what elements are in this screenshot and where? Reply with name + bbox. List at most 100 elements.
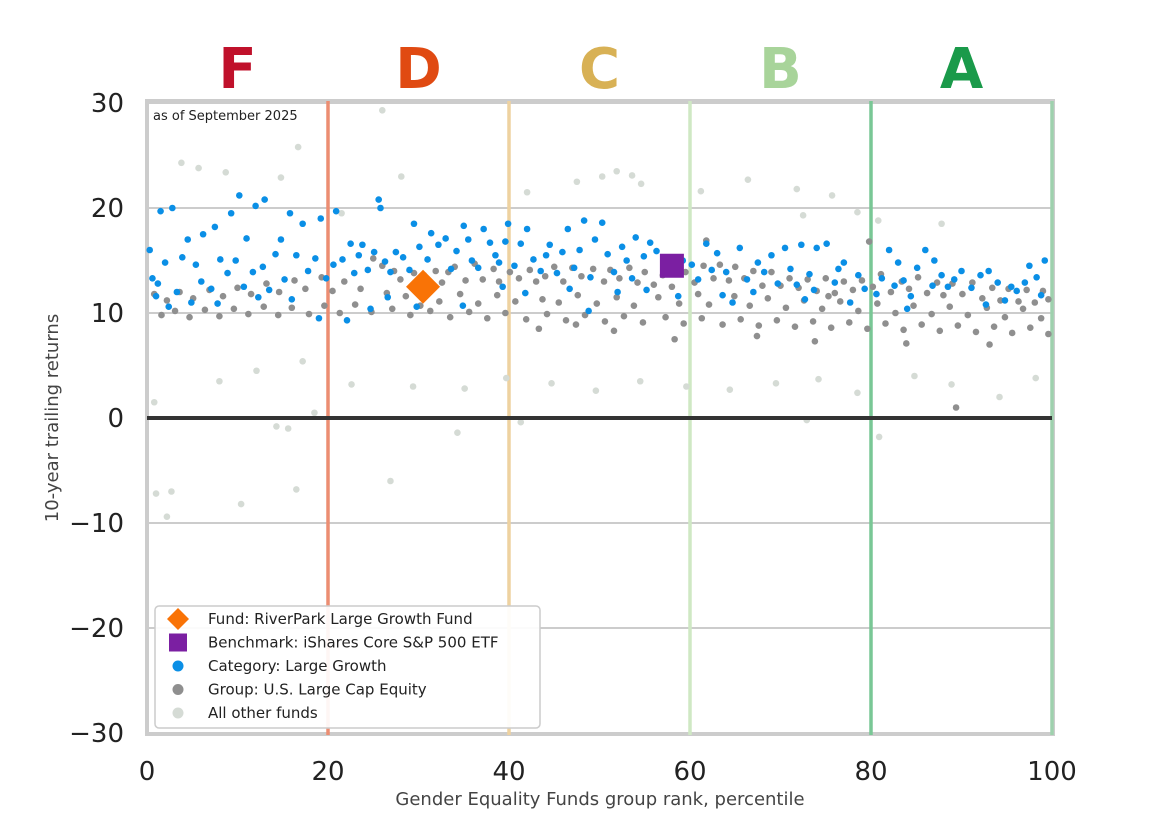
data-point [931,257,938,264]
data-point [186,313,193,321]
data-point [339,256,346,263]
data-point [178,159,185,167]
data-point [683,383,690,390]
data-point [515,275,523,282]
data-point [604,250,611,258]
data-point [406,266,413,274]
data-point [232,257,239,264]
data-point [744,176,752,183]
data-point [831,279,839,286]
data-point [343,317,351,324]
data-point [397,276,404,283]
data-point [772,380,780,387]
data-point [827,324,835,332]
data-point [793,185,801,193]
data-point [535,325,543,333]
data-point [277,174,285,181]
grade-label: D [395,37,441,102]
data-point [972,328,980,336]
data-point [1037,291,1045,299]
data-point [152,292,160,300]
data-point [311,409,318,417]
data-point [923,289,931,297]
legend-marker-benchmark [169,633,187,652]
data-point [675,300,683,307]
data-point [641,268,649,276]
data-point [188,299,195,306]
data-point [875,433,883,441]
data-point [755,322,763,329]
data-point [387,268,394,276]
data-point [791,323,799,330]
data-point [299,220,306,228]
data-point [392,248,400,256]
data-point [152,490,160,497]
data-point [614,288,621,296]
data-point [831,289,839,297]
data-point [968,284,975,292]
data-point [201,306,209,314]
data-point [407,311,414,319]
data-point [616,275,623,282]
data-point [892,309,899,317]
data-point [456,290,464,298]
data-point [260,303,268,311]
data-point [234,284,241,292]
data-point [878,275,886,282]
data-point [964,311,972,319]
data-point [950,276,958,283]
data-point [1008,329,1016,337]
data-point [764,295,772,302]
data-point [222,169,230,176]
data-point [977,271,984,279]
data-point [1013,287,1021,295]
data-point [798,241,805,249]
data-point [424,256,431,263]
data-point [818,305,826,313]
data-point [1001,313,1009,321]
data-point [446,313,454,321]
data-point [938,220,945,228]
data-point [836,298,844,305]
data-point [725,277,733,284]
data-point [688,261,696,269]
data-point [643,286,650,294]
data-point [493,291,501,299]
data-point [1021,279,1029,286]
data-point [585,307,592,315]
data-point [216,312,223,320]
data-point [708,266,716,274]
y-tick-label: 10 [91,299,124,329]
data-point [861,285,868,293]
data-point [281,276,288,283]
data-point [517,240,525,247]
x-tick-labels: 0 20 40 60 80 100 [139,757,1077,787]
data-point [768,251,775,259]
data-point [416,243,423,251]
data-point [655,293,662,301]
data-point [492,251,499,259]
data-point [555,299,563,306]
data-point [573,178,581,186]
data-point [539,296,546,303]
data-point [192,261,200,269]
data-point [255,293,262,301]
data-point [178,254,186,261]
data-point [874,300,881,307]
data-point [910,302,917,309]
data-point [453,247,460,255]
data-point [996,393,1003,401]
data-point [1045,330,1052,338]
data-point [274,311,282,319]
data-point [990,323,998,330]
data-point [873,290,880,298]
data-point [840,278,848,285]
data-point [1032,374,1040,382]
data-point [275,288,283,296]
data-point [566,285,573,293]
data-point [854,208,861,216]
data-point [367,305,374,313]
y-tick-label: 20 [91,194,124,224]
data-point [224,269,231,277]
data-point [610,268,618,276]
